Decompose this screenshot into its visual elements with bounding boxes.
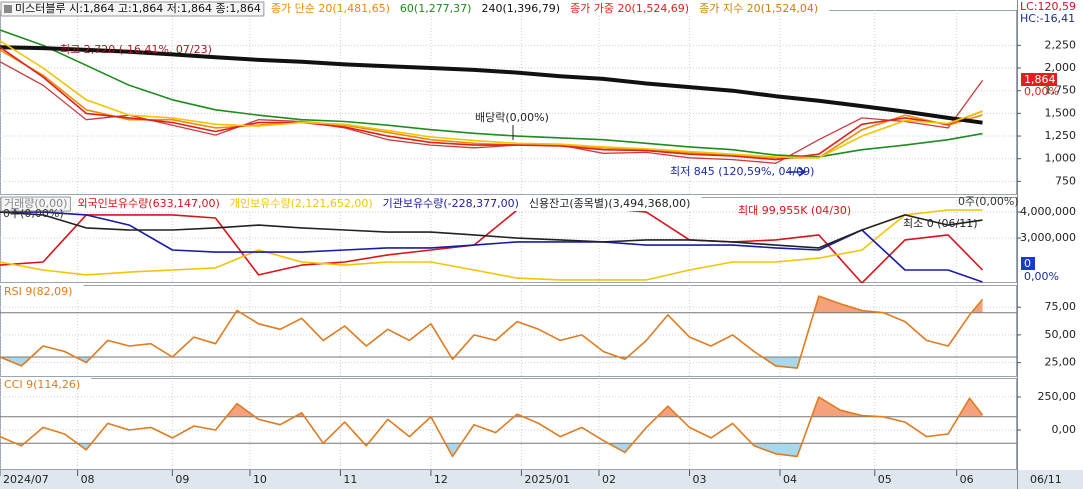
x-tick-label: 09 xyxy=(175,473,189,486)
annotation-arrow xyxy=(788,167,807,177)
chart-title: 거래량(0,00) xyxy=(4,197,67,210)
series-line xyxy=(0,209,983,281)
y-tick-label: 50,00 xyxy=(1045,328,1077,341)
y-tick-label: 4,000,000 xyxy=(1020,205,1076,218)
title-box xyxy=(0,196,71,212)
annotation: 0주(0,00%) xyxy=(3,207,64,220)
annotation: 최대 99,955K (04/30) xyxy=(738,204,851,217)
panel xyxy=(0,378,1017,470)
legend-label: 종가 지수 20(1,524,04) xyxy=(699,2,818,15)
annotation: 최저 845 (120,59%, 04/09) xyxy=(670,165,814,178)
annotation: 최소 0 (06/11) xyxy=(903,217,978,230)
zero-pct: 0,00% xyxy=(1024,270,1059,283)
end-date-label: 06/11 xyxy=(1030,473,1062,486)
last-pct: 0,00% xyxy=(1024,85,1059,98)
chart-title: 미스터블루 시:1,864 고:1,864 저:1,864 종:1,864 xyxy=(15,2,261,15)
overbought-fill xyxy=(235,296,983,313)
x-tick-label: 11 xyxy=(343,473,357,486)
x-tick-label: 02 xyxy=(602,473,616,486)
title-icon xyxy=(4,5,12,13)
x-tick-label: 08 xyxy=(81,473,95,486)
series-line xyxy=(0,29,983,158)
panel xyxy=(0,10,1017,195)
legend-label: RSI 9(82,09) xyxy=(4,285,72,298)
x-tick-label: 2024/07 xyxy=(3,473,49,486)
x-tick-label: 10 xyxy=(253,473,267,486)
series-line xyxy=(0,295,984,369)
legend-bg xyxy=(1,197,702,211)
legend-label: 종가 가중 20(1,524,69) xyxy=(570,2,689,15)
panel xyxy=(0,285,1017,377)
oversold-fill xyxy=(0,357,983,369)
price-box xyxy=(1021,73,1057,86)
x-tick-label: 2025/01 xyxy=(524,473,570,486)
series-line xyxy=(0,211,983,283)
legend-label: 신용잔고(종목별)(3,494,368,00) xyxy=(529,197,690,210)
oversold-fill xyxy=(0,443,983,457)
x-axis-band xyxy=(0,470,1083,489)
series-line xyxy=(0,207,984,283)
annotations: 최고 2,720 (-16,41%, 07/23) 배당락(0,00%) 최저 … xyxy=(3,0,1076,486)
panel xyxy=(0,197,1017,283)
title-box xyxy=(0,1,265,17)
legend-label: 종가 단순 20(1,481,65) xyxy=(271,2,390,15)
last-price: 1,864 xyxy=(1024,73,1056,86)
legend-label: 60(1,277,37) xyxy=(400,2,472,15)
x-tick-label: 05 xyxy=(878,473,892,486)
series-line xyxy=(0,40,983,159)
y-tick-label: 1,250 xyxy=(1045,129,1077,142)
legend-label: 개인보유수량(2,121,652,00) xyxy=(230,197,373,210)
y-tick-label: 0,00 xyxy=(1052,423,1077,436)
y-tick-label: 2,250 xyxy=(1045,38,1077,51)
price-line xyxy=(0,61,984,164)
x-tick-label: 04 xyxy=(783,473,797,486)
annotation: 배당락(0,00%) xyxy=(475,111,549,124)
x-tick-label: 12 xyxy=(434,473,448,486)
y-tick-label: 75,00 xyxy=(1045,300,1077,313)
legend-bg xyxy=(1,285,84,299)
legend-bg xyxy=(1,378,92,392)
x-tick-label: 03 xyxy=(692,473,706,486)
overbought-fill xyxy=(0,397,983,417)
series-line xyxy=(0,49,983,159)
y-tick-label: 1,750 xyxy=(1045,84,1077,97)
annotation: 0주(0,00%) xyxy=(958,195,1019,208)
series-line xyxy=(0,46,983,161)
x-tick-label: 06 xyxy=(960,473,974,486)
y-tick-label: 250,00 xyxy=(1038,390,1077,403)
hc-label: HC:-16,41 xyxy=(1020,12,1075,25)
y-tick-label: 750 xyxy=(1055,174,1076,187)
legend-label: 기관보유수량(-228,377,00) xyxy=(383,197,519,210)
series-line xyxy=(0,396,984,458)
panel-frame xyxy=(0,378,1017,470)
zero-label: 0 xyxy=(1024,257,1031,270)
series-line xyxy=(0,211,983,249)
legend-label: CCI 9(114,26) xyxy=(4,378,80,391)
y-tick-label: 1,000 xyxy=(1045,152,1077,165)
y-tick-label: 3,000,000 xyxy=(1020,231,1076,244)
lc-label: LC:120,59 xyxy=(1020,0,1076,13)
series-line xyxy=(0,45,983,125)
y-tick-label: 25,00 xyxy=(1045,356,1077,369)
zero-box xyxy=(1021,257,1035,270)
y-tick-label: 1,500 xyxy=(1045,106,1077,119)
y-tick-label: 2,000 xyxy=(1045,61,1077,74)
panel-frame xyxy=(0,10,1017,195)
annotation: 최고 2,720 (-16,41%, 07/23) xyxy=(60,43,212,56)
legend-label: 240(1,396,79) xyxy=(481,2,560,15)
legend-label: 외국인보유수량(633,147,00) xyxy=(77,197,219,210)
